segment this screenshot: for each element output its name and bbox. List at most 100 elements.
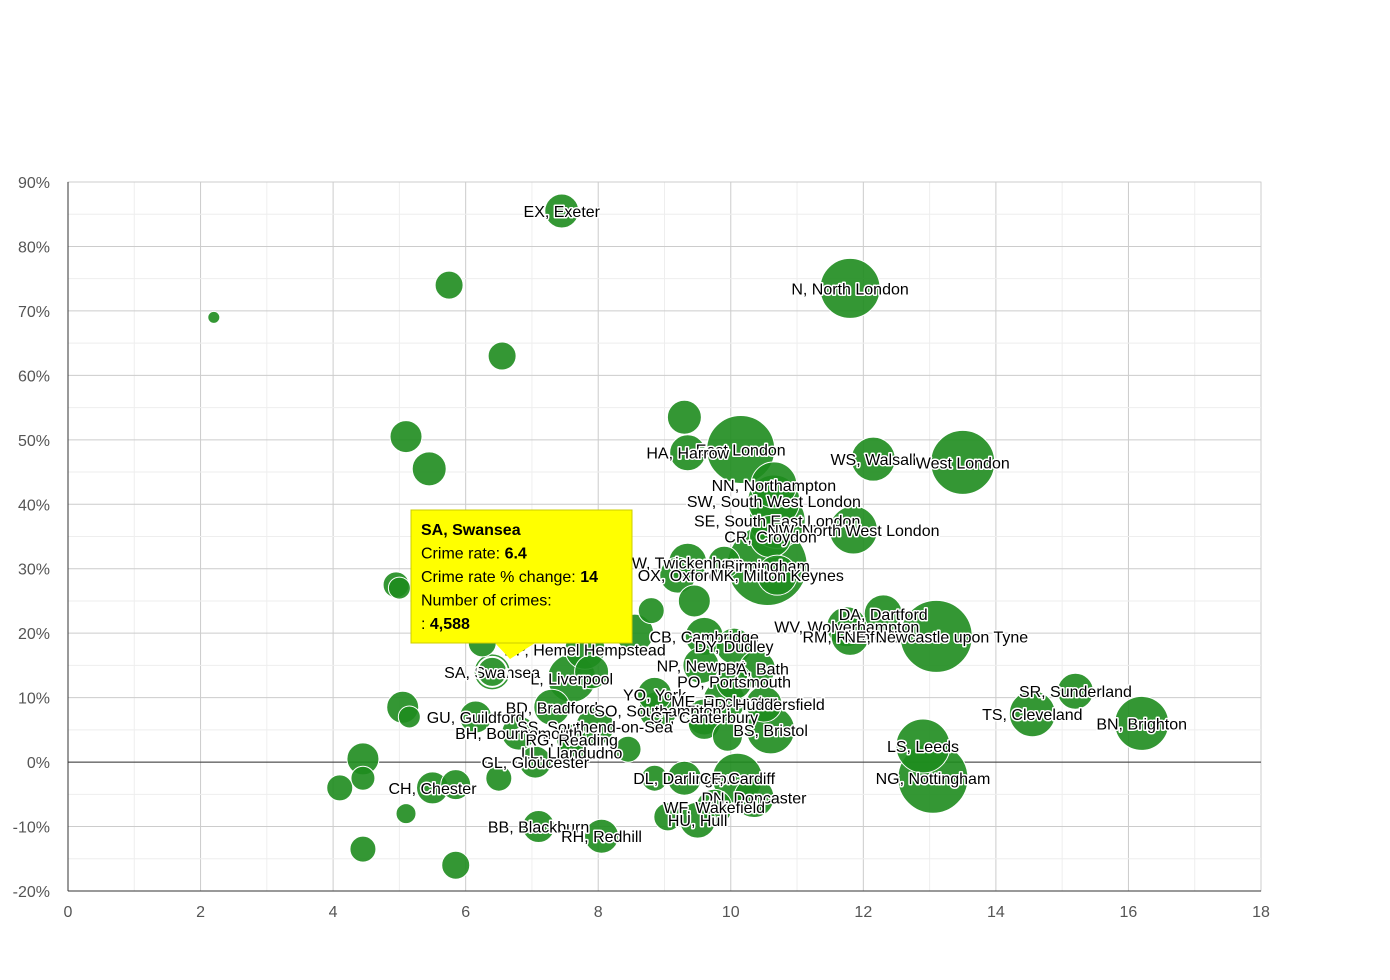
- tooltip-rate-value: 6.4: [505, 546, 527, 563]
- bubble-point[interactable]: [349, 835, 377, 863]
- x-tick-label: 2: [196, 904, 205, 921]
- bubble-point[interactable]: [387, 576, 411, 600]
- bubble-point[interactable]: [677, 584, 711, 618]
- bubble-point[interactable]: [441, 850, 471, 880]
- point-label: SR, Sunderland: [1019, 684, 1132, 701]
- point-label: RG, Reading: [525, 733, 618, 750]
- x-tick-label: 16: [1120, 904, 1138, 921]
- bubble-point[interactable]: [544, 193, 580, 229]
- bubble-point[interactable]: [522, 810, 556, 844]
- y-tick-label: -20%: [13, 884, 50, 901]
- bubble-point[interactable]: [501, 715, 537, 751]
- point-label: MK, Milton Keynes: [710, 568, 843, 585]
- bubble-point[interactable]: [745, 685, 783, 723]
- point-label: SO, Southampton: [594, 704, 721, 721]
- bubble-point[interactable]: [669, 434, 707, 472]
- bubble-point[interactable]: [485, 764, 513, 792]
- point-label: ME, Rochester: [671, 694, 777, 711]
- bubble-point[interactable]: [434, 270, 464, 300]
- x-tick-label: 10: [722, 904, 740, 921]
- point-label: PO, Portsmouth: [677, 675, 791, 692]
- bubble-point[interactable]: [637, 676, 673, 712]
- point-label: DL, Darlington: [633, 771, 735, 788]
- tooltip-crimes-value: 4,588: [430, 616, 470, 633]
- point-label: SW, South West London: [687, 494, 861, 511]
- bubble-point[interactable]: [440, 769, 472, 801]
- y-tick-label: 30%: [18, 562, 50, 579]
- bubble-point[interactable]: [756, 554, 798, 596]
- bubble-point[interactable]: [830, 616, 870, 656]
- bubble-point[interactable]: [711, 720, 743, 752]
- bubble-point[interactable]: [473, 653, 511, 691]
- point-label: NW, North West London: [767, 523, 939, 540]
- bubble-point[interactable]: [659, 556, 697, 594]
- bubble-point[interactable]: [899, 599, 973, 673]
- point-label: BB, Blackburn: [488, 820, 589, 837]
- bubble-point[interactable]: [411, 451, 447, 487]
- tooltip-rate-label: Crime rate:: [421, 546, 505, 563]
- bubble-point[interactable]: [715, 663, 753, 701]
- bubble-point[interactable]: [584, 818, 620, 854]
- y-tick-label: 90%: [18, 175, 50, 192]
- bubble-point[interactable]: [487, 341, 517, 371]
- tooltip-rate: Crime rate: 6.4: [421, 546, 527, 563]
- y-tick-label: -10%: [13, 820, 50, 837]
- point-label: NP, Newport: [657, 658, 746, 675]
- y-tick-label: 20%: [18, 626, 50, 643]
- bubble-point[interactable]: [653, 802, 683, 832]
- bubble-point[interactable]: [750, 461, 798, 509]
- bubble-point[interactable]: [863, 594, 903, 634]
- bubble-point[interactable]: [397, 705, 421, 729]
- bubble-point[interactable]: [637, 597, 665, 625]
- bubble-point[interactable]: [326, 774, 354, 802]
- point-label: BN, Brighton: [1096, 716, 1187, 733]
- point-label: CT, Canterbury: [650, 710, 758, 727]
- bubble-point[interactable]: [395, 803, 417, 825]
- point-label: LS, Leeds: [887, 739, 959, 756]
- bubble-point[interactable]: [614, 735, 642, 763]
- point-label: OX, Oxford: [638, 568, 718, 585]
- bubble-point[interactable]: [733, 777, 775, 819]
- bubble-point[interactable]: [1008, 690, 1056, 738]
- point-label: SE, South East London: [694, 513, 860, 530]
- bubble-point[interactable]: [557, 737, 587, 767]
- tooltip-pointer: [495, 643, 535, 659]
- bubble-point[interactable]: [930, 429, 996, 495]
- bubble-point[interactable]: [1114, 695, 1170, 751]
- bubble-point[interactable]: [819, 257, 881, 319]
- point-label: YO, York: [623, 687, 687, 704]
- bubble-point[interactable]: [895, 718, 951, 774]
- point-label: CB, Cambridge: [650, 629, 759, 646]
- tooltip-change-label: Crime rate % change:: [421, 569, 580, 586]
- bubble-point[interactable]: [389, 420, 423, 454]
- y-tick-label: 80%: [18, 239, 50, 256]
- point-label: SS, Southend-on-Sea: [517, 720, 673, 737]
- y-tick-label: 60%: [18, 368, 50, 385]
- bubble-point[interactable]: [350, 765, 376, 791]
- bubble-point[interactable]: [706, 414, 776, 484]
- bubble-point[interactable]: [641, 764, 669, 792]
- point-label: NE, Newcastle upon Tyne: [844, 629, 1028, 646]
- point-label: HP, Hemel Hempstead: [504, 642, 666, 659]
- bubble-point[interactable]: [828, 505, 878, 555]
- bubble-point[interactable]: [207, 310, 221, 324]
- bubble-point[interactable]: [533, 688, 571, 726]
- bubble-point[interactable]: [682, 646, 720, 684]
- x-tick-label: 8: [594, 904, 603, 921]
- bubble-point[interactable]: [518, 745, 552, 779]
- bubble-point[interactable]: [666, 399, 702, 435]
- point-label: L, Liverpool: [530, 671, 613, 688]
- bubble-point[interactable]: [459, 700, 493, 734]
- x-tick-label: 0: [64, 904, 73, 921]
- x-tick-label: 18: [1252, 904, 1270, 921]
- y-tick-label: 70%: [18, 304, 50, 321]
- point-label: BD, Bradford: [506, 700, 598, 717]
- point-label: BA, Bath: [726, 662, 789, 679]
- bubble-point[interactable]: [707, 545, 741, 579]
- point-label: GL, Gloucester: [481, 755, 589, 772]
- point-label: LL, Llandudno: [521, 745, 623, 762]
- bubble-point[interactable]: [1056, 672, 1094, 710]
- bubble-point[interactable]: [850, 436, 896, 482]
- x-tick-label: 6: [461, 904, 470, 921]
- bubble-point[interactable]: [574, 654, 610, 690]
